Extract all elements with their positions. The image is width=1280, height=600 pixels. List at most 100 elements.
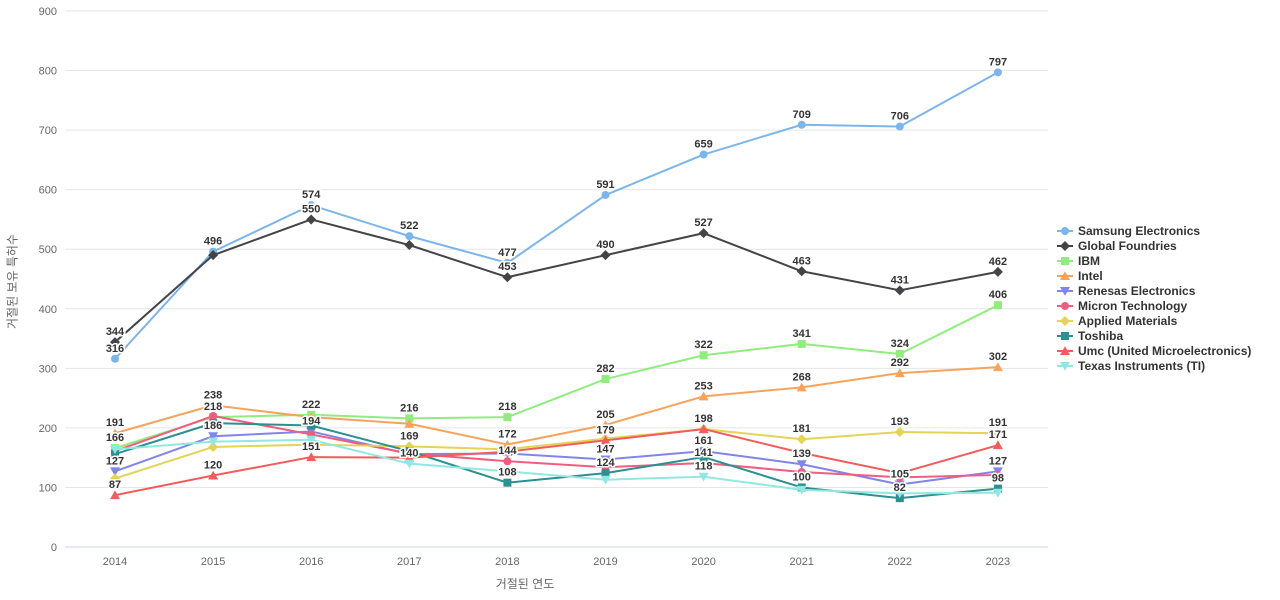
- data-point-intel-2018[interactable]: [502, 439, 513, 449]
- data-point-intel-2023[interactable]: [992, 362, 1003, 372]
- data-point-umc-united-microelectronics-2021[interactable]: [796, 448, 807, 457]
- data-point-applied-materials-2015[interactable]: [208, 441, 219, 452]
- legend-marker-icon: [1061, 302, 1069, 310]
- data-point-global-foundries-2014[interactable]: [110, 337, 120, 348]
- data-point-ibm-2017[interactable]: [405, 414, 414, 423]
- data-point-toshiba-2020[interactable]: [699, 453, 708, 462]
- data-point-texas-instruments-ti-2018[interactable]: [502, 467, 513, 477]
- data-point-umc-united-microelectronics-2018[interactable]: [502, 446, 513, 456]
- legend-label: Toshiba: [1078, 329, 1123, 343]
- data-point-texas-instruments-ti-2015[interactable]: [208, 437, 219, 447]
- data-point-ibm-2020[interactable]: [699, 351, 708, 360]
- legend-marker-icon: [1060, 287, 1070, 296]
- data-point-texas-instruments-ti-2022[interactable]: [894, 489, 905, 499]
- data-point-intel-2016[interactable]: [306, 412, 317, 422]
- data-point-label: 169: [400, 430, 418, 442]
- data-point-toshiba-2017[interactable]: [405, 447, 414, 456]
- data-point-ibm-2018[interactable]: [503, 413, 512, 422]
- legend-item-micron-technology[interactable]: Micron Technology: [1057, 299, 1187, 313]
- x-tick-label: 2020: [691, 556, 715, 568]
- data-point-intel-2020[interactable]: [698, 391, 709, 401]
- data-point-intel-2017[interactable]: [404, 418, 415, 428]
- data-point-samsung-electronics-2022[interactable]: [895, 122, 904, 131]
- data-point-applied-materials-2021[interactable]: [796, 434, 807, 445]
- data-point-toshiba-2018[interactable]: [503, 478, 512, 487]
- data-point-renesas-electronics-2015[interactable]: [208, 432, 219, 442]
- data-point-micron-technology-2021[interactable]: [797, 467, 806, 476]
- series-renesas-electronics: [110, 427, 1003, 490]
- legend-item-intel[interactable]: Intel: [1057, 269, 1103, 283]
- data-point-intel-2019[interactable]: [600, 420, 611, 429]
- data-point-intel-2015[interactable]: [208, 400, 219, 410]
- data-labels-intel: 191 238 172 205 253 268 292 302: [104, 350, 1008, 442]
- data-point-texas-instruments-ti-2023[interactable]: [992, 488, 1003, 498]
- legend-item-umc-united-microelectronics[interactable]: Umc (United Microelectronics): [1057, 344, 1251, 358]
- data-point-intel-2021[interactable]: [796, 382, 807, 392]
- data-point-umc-united-microelectronics-2022[interactable]: [894, 468, 905, 478]
- data-point-toshiba-2019[interactable]: [601, 469, 610, 478]
- data-point-ibm-2021[interactable]: [797, 339, 806, 348]
- data-point-label: 118: [695, 461, 713, 473]
- data-point-texas-instruments-ti-2019[interactable]: [600, 475, 611, 485]
- data-point-samsung-electronics-2017[interactable]: [405, 232, 414, 241]
- data-point-label: 216: [400, 402, 418, 414]
- data-point-intel-2014[interactable]: [110, 428, 120, 438]
- legend-item-global-foundries[interactable]: Global Foundries: [1057, 239, 1177, 253]
- data-point-global-foundries-2023[interactable]: [992, 266, 1003, 277]
- data-point-applied-materials-2022[interactable]: [894, 427, 905, 438]
- data-point-samsung-electronics-2014[interactable]: [111, 354, 119, 363]
- data-point-texas-instruments-ti-2014[interactable]: [110, 445, 120, 455]
- legend-item-ibm[interactable]: IBM: [1057, 254, 1100, 268]
- data-point-samsung-electronics-2019[interactable]: [601, 191, 610, 200]
- data-point-ibm-2019[interactable]: [601, 375, 610, 384]
- data-point-renesas-electronics-2014[interactable]: [110, 467, 120, 477]
- data-point-renesas-electronics-2021[interactable]: [796, 460, 807, 470]
- data-point-umc-united-microelectronics-2023[interactable]: [992, 440, 1003, 450]
- data-point-ibm-2023[interactable]: [993, 301, 1002, 310]
- data-point-samsung-electronics-2018[interactable]: [503, 258, 512, 267]
- data-point-umc-united-microelectronics-2020[interactable]: [698, 424, 709, 434]
- data-point-global-foundries-2020[interactable]: [698, 228, 709, 239]
- data-point-global-foundries-2018[interactable]: [502, 272, 513, 283]
- data-point-toshiba-2023[interactable]: [993, 484, 1002, 493]
- data-point-micron-technology-2015[interactable]: [209, 411, 218, 420]
- data-point-applied-materials-2023[interactable]: [992, 428, 1003, 439]
- series-ibm: [111, 301, 1002, 453]
- data-point-samsung-electronics-2021[interactable]: [797, 120, 806, 129]
- data-point-global-foundries-2017[interactable]: [404, 240, 415, 251]
- data-point-samsung-electronics-2023[interactable]: [993, 68, 1002, 77]
- data-point-samsung-electronics-2016[interactable]: [307, 201, 316, 210]
- data-point-micron-technology-2023[interactable]: [993, 470, 1002, 479]
- data-point-intel-2022[interactable]: [894, 368, 905, 378]
- legend-item-texas-instruments-ti[interactable]: Texas Instruments (TI): [1057, 359, 1205, 373]
- data-point-global-foundries-2022[interactable]: [894, 285, 905, 296]
- data-point-renesas-electronics-2019[interactable]: [600, 455, 611, 465]
- data-point-umc-united-microelectronics-2015[interactable]: [208, 470, 219, 480]
- data-point-global-foundries-2015[interactable]: [208, 250, 219, 261]
- data-point-texas-instruments-ti-2016[interactable]: [306, 435, 317, 445]
- data-point-umc-united-microelectronics-2014[interactable]: [110, 490, 120, 500]
- data-point-toshiba-2015[interactable]: [209, 419, 218, 428]
- data-point-umc-united-microelectronics-2019[interactable]: [600, 435, 611, 445]
- data-point-texas-instruments-ti-2017[interactable]: [404, 459, 415, 469]
- data-point-renesas-electronics-2022[interactable]: [894, 480, 905, 490]
- data-point-global-foundries-2019[interactable]: [600, 250, 611, 261]
- legend-item-applied-materials[interactable]: Applied Materials: [1057, 314, 1178, 328]
- data-point-label: 322: [694, 339, 712, 351]
- data-point-texas-instruments-ti-2020[interactable]: [698, 472, 709, 482]
- legend-item-toshiba[interactable]: Toshiba: [1057, 329, 1123, 343]
- data-point-global-foundries-2021[interactable]: [796, 266, 807, 277]
- data-point-label: 166: [106, 432, 124, 444]
- data-point-micron-technology-2018[interactable]: [503, 457, 512, 466]
- data-point-renesas-electronics-2020[interactable]: [698, 447, 709, 456]
- data-point-applied-materials-2014[interactable]: [110, 473, 120, 484]
- legend-item-samsung-electronics[interactable]: Samsung Electronics: [1057, 224, 1200, 238]
- data-point-toshiba-2016[interactable]: [307, 421, 316, 430]
- legend-item-renesas-electronics[interactable]: Renesas Electronics: [1057, 284, 1196, 298]
- data-point-global-foundries-2016[interactable]: [306, 214, 317, 225]
- data-point-ibm-2022[interactable]: [895, 350, 904, 359]
- data-point-texas-instruments-ti-2021[interactable]: [796, 485, 807, 495]
- data-point-umc-united-microelectronics-2016[interactable]: [306, 452, 317, 462]
- data-point-samsung-electronics-2020[interactable]: [699, 150, 708, 159]
- data-point-umc-united-microelectronics-2017[interactable]: [404, 452, 415, 462]
